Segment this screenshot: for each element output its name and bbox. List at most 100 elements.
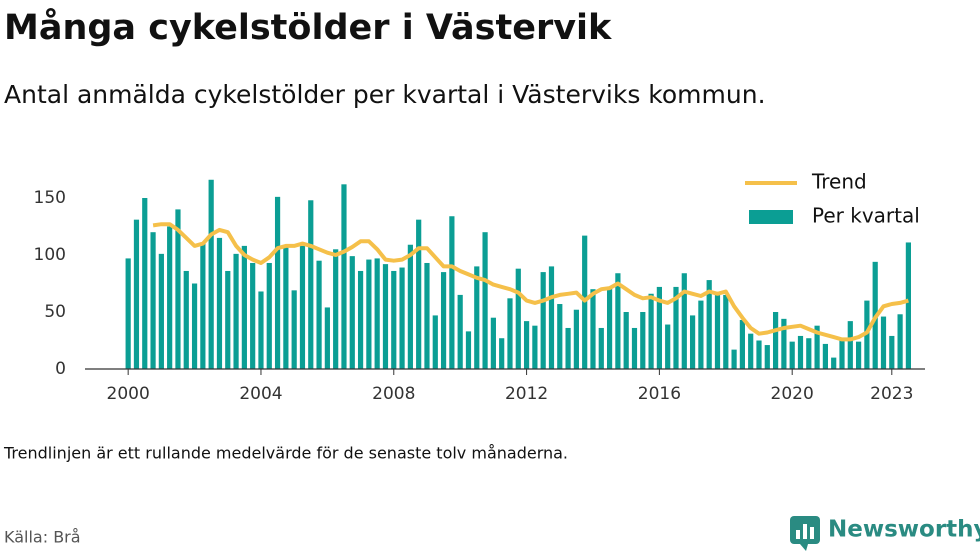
logo-icon-tail <box>800 544 808 551</box>
bar <box>806 338 812 369</box>
bar <box>183 270 189 369</box>
bar <box>814 325 820 369</box>
x-tick-label: 2020 <box>771 384 814 404</box>
bar <box>142 198 148 369</box>
bar <box>457 294 463 369</box>
bar <box>399 267 405 369</box>
bar <box>714 294 721 369</box>
bar <box>175 209 181 369</box>
bar <box>150 232 156 369</box>
y-tick-label: 0 <box>55 359 66 379</box>
bar <box>781 318 787 369</box>
bar <box>266 262 272 369</box>
bar <box>797 335 804 369</box>
bar <box>523 321 530 369</box>
bar <box>125 258 131 369</box>
bar <box>225 270 231 369</box>
bar <box>515 268 521 369</box>
bar <box>681 273 687 369</box>
bar <box>208 179 214 369</box>
bar <box>847 321 853 369</box>
bar <box>864 300 870 369</box>
bar <box>615 273 621 369</box>
bar <box>756 340 762 369</box>
bar <box>540 272 546 369</box>
bar <box>855 341 862 369</box>
legend-label: Trend <box>811 170 867 194</box>
bar <box>283 245 289 369</box>
x-tick-label: 2016 <box>638 384 681 404</box>
bar <box>507 298 513 369</box>
bar <box>490 317 496 369</box>
bar <box>449 216 455 369</box>
bar <box>216 237 223 369</box>
bar <box>789 341 795 369</box>
bar <box>673 286 679 369</box>
x-tick-label: 2000 <box>107 384 150 404</box>
bar <box>764 345 770 369</box>
bar <box>250 262 256 369</box>
bar <box>606 286 613 369</box>
logo-icon-bar <box>796 530 800 539</box>
bar <box>291 290 297 369</box>
bar <box>200 243 206 369</box>
chart-source: Källa: Brå <box>4 528 81 547</box>
bar <box>440 272 447 369</box>
bar <box>133 219 140 369</box>
logo-icon-bar <box>803 524 807 539</box>
bar <box>689 315 696 369</box>
bar <box>905 242 911 369</box>
bar <box>474 266 480 369</box>
bar <box>416 219 422 369</box>
x-tick-label: 2023 <box>870 384 913 404</box>
bar <box>880 316 887 369</box>
bar <box>640 312 646 369</box>
bar <box>598 327 604 369</box>
bar <box>274 196 281 369</box>
bar <box>748 333 754 369</box>
bar <box>889 335 895 369</box>
y-tick-label: 150 <box>34 188 66 208</box>
bar <box>299 245 306 369</box>
bar <box>548 266 555 369</box>
bar <box>324 307 330 369</box>
bar <box>499 338 505 369</box>
legend-label: Per kvartal <box>812 204 920 228</box>
logo-icon-bar <box>810 527 814 539</box>
bar <box>831 357 837 369</box>
bar <box>366 259 372 369</box>
bar <box>233 253 239 369</box>
bar <box>656 286 662 369</box>
bar <box>623 312 629 369</box>
bar <box>158 253 164 369</box>
bar <box>698 300 704 369</box>
bar <box>407 244 413 369</box>
bar <box>839 340 845 369</box>
bar <box>308 200 314 369</box>
x-tick-label: 2012 <box>505 384 548 404</box>
chart-title: Många cykelstölder i Västervik <box>4 7 612 48</box>
bar <box>191 283 198 369</box>
bar <box>382 264 389 369</box>
x-tick-label: 2004 <box>239 384 282 404</box>
bar <box>648 293 654 369</box>
bar <box>772 312 779 369</box>
bar <box>167 226 173 369</box>
chart-note: Trendlinjen är ett rullande medelvärde f… <box>3 444 568 463</box>
logo-text: Newsworthy <box>828 517 980 543</box>
bar <box>897 314 903 369</box>
bar <box>731 349 737 369</box>
bar <box>739 319 745 369</box>
bar <box>822 343 828 369</box>
bar <box>590 289 596 369</box>
y-tick-label: 100 <box>34 245 66 265</box>
bar <box>465 331 472 369</box>
bar <box>258 291 264 369</box>
bar <box>573 309 579 369</box>
bar <box>706 280 712 369</box>
bar <box>349 256 355 369</box>
bar <box>357 270 364 369</box>
chart-subtitle: Antal anmälda cykelstölder per kvartal i… <box>4 80 766 109</box>
bar <box>424 262 430 369</box>
